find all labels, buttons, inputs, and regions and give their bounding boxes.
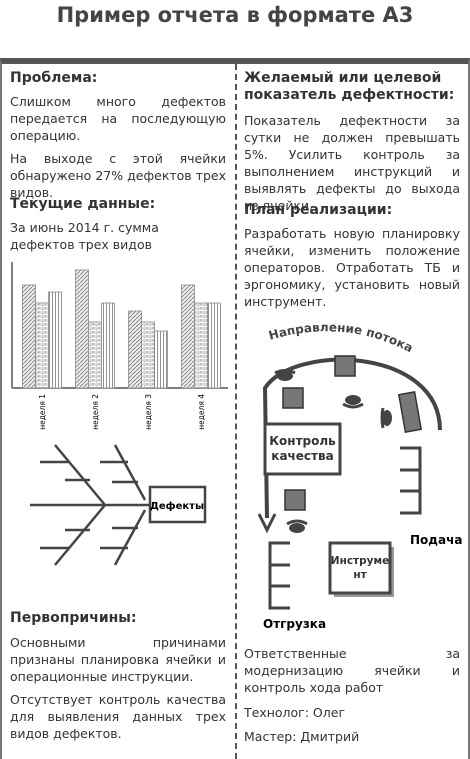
tool-label: Инструмент bbox=[330, 555, 390, 581]
text-block: Основными причинами признаны планировка … bbox=[10, 634, 226, 748]
heading: Желаемый или целевой показатель дефектно… bbox=[244, 70, 455, 103]
paragraph: На выходе с этой ячейки обнаружено 27% д… bbox=[10, 151, 226, 200]
paragraph: Показатель дефектности за сутки не долже… bbox=[244, 113, 460, 213]
heading: Проблема: bbox=[10, 70, 98, 86]
bar bbox=[181, 284, 195, 389]
quality-box: Контроль качества bbox=[269, 434, 336, 463]
text-block: Слишком много дефектов передается на пос… bbox=[10, 93, 226, 207]
bar bbox=[141, 321, 155, 389]
bar-chart: неделя 1 неделя 2 неделя 3 неделя 4 bbox=[11, 262, 228, 430]
flow-label: Направление потока bbox=[267, 320, 415, 355]
heading: Первопричины: bbox=[10, 610, 137, 626]
x-tick-label: неделя 3 bbox=[144, 394, 153, 430]
paragraph: Отсутствует контроль качества для выявле… bbox=[10, 692, 226, 741]
paragraph: Слишком много дефектов передается на пос… bbox=[10, 94, 226, 143]
x-tick-label: неделя 4 bbox=[197, 394, 206, 430]
quality-label: Контроль качества bbox=[269, 434, 336, 463]
x-tick-label: неделя 2 bbox=[91, 394, 100, 430]
page-title: Пример отчета в формате А3 bbox=[56, 3, 414, 27]
paragraph: За июнь 2014 г. сумма дефектов трех видо… bbox=[10, 220, 159, 252]
bar bbox=[88, 321, 102, 389]
bar bbox=[35, 302, 49, 389]
divider bbox=[235, 64, 237, 759]
bar bbox=[128, 310, 142, 389]
heading: План реализации: bbox=[244, 202, 393, 218]
paragraph: Мастер: Дмитрий bbox=[244, 729, 360, 744]
bar bbox=[22, 284, 36, 389]
bar bbox=[101, 302, 115, 389]
bar bbox=[154, 330, 168, 389]
paragraph: Разработать новую планировку ячейки, изм… bbox=[244, 226, 460, 309]
tool-box: Инструмент bbox=[330, 555, 390, 581]
paragraph: Основными причинами признаны планировка … bbox=[10, 635, 226, 684]
frame bbox=[0, 58, 470, 759]
paragraph: Технолог: Олег bbox=[244, 705, 346, 720]
bar bbox=[207, 302, 221, 389]
supply-label: Подача bbox=[410, 533, 462, 547]
paragraph: Ответственные за модернизацию ячейки и к… bbox=[244, 646, 460, 695]
heading: Текущие данные: bbox=[10, 196, 156, 212]
bar bbox=[75, 269, 89, 389]
fishbone-label: Дефекты bbox=[150, 500, 204, 512]
bar bbox=[194, 302, 208, 389]
shipment-label: Отгрузка bbox=[263, 617, 326, 631]
bar bbox=[48, 291, 62, 389]
flow-label-path: Направление потока bbox=[267, 320, 415, 355]
fishbone-diagram: Дефекты bbox=[30, 444, 207, 566]
layout-diagram: Направление потока Контроль качества Инс… bbox=[257, 320, 462, 631]
x-tick-label: неделя 1 bbox=[38, 394, 47, 430]
